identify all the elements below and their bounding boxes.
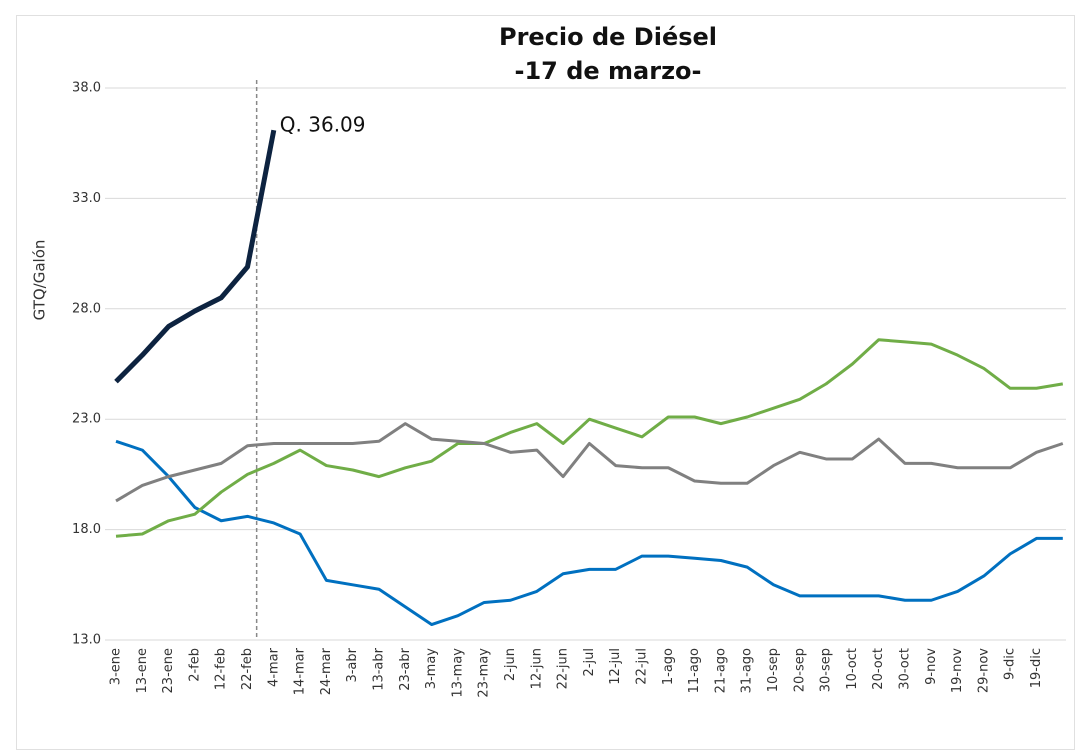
x-tick-label: 1-ago	[661, 648, 676, 685]
x-tick-label: 20-sep	[792, 648, 807, 692]
x-tick-label: 12-feb	[214, 648, 229, 690]
y-tick-label: 13.0	[72, 633, 101, 648]
x-tick-label: 14-mar	[293, 647, 308, 695]
x-tick-label: 11-ago	[687, 648, 702, 693]
y-tick-label: 23.0	[72, 412, 101, 427]
chart-subtitle: -17 de marzo-	[515, 57, 702, 85]
x-tick-label: 22-feb	[240, 648, 255, 690]
x-tick-label: 24-mar	[319, 647, 334, 695]
x-tick-label: 13-ene	[135, 648, 150, 693]
x-tick-label: 13-may	[450, 648, 465, 698]
x-tick-label: 29-nov	[976, 648, 991, 693]
x-tick-label: 9-nov	[924, 648, 939, 685]
x-tick-label: 2-jul	[582, 648, 597, 676]
x-tick-label: 3-abr	[345, 647, 360, 682]
x-tick-label: 4-mar	[266, 647, 281, 687]
series-line	[115, 338, 1064, 538]
x-tick-label: 22-jun	[556, 648, 571, 689]
x-tick-label: 9-dic	[1003, 648, 1018, 680]
x-tick-label: 23-ene	[161, 648, 176, 693]
y-tick-label: 33.0	[72, 191, 101, 206]
x-tick-label: 22-jul	[635, 648, 650, 685]
x-tick-label: 2-jun	[503, 648, 518, 681]
x-tick-label: 20-oct	[871, 648, 886, 690]
x-tick-label: 30-sep	[819, 648, 834, 692]
series-line	[114, 129, 277, 384]
x-tick-label: 23-abr	[398, 647, 413, 690]
x-tick-label: 30-oct	[898, 648, 913, 690]
y-axis-label: GTQ/Galón	[31, 240, 49, 321]
y-tick-label: 38.0	[72, 81, 101, 96]
chart-frame	[16, 15, 1075, 750]
x-tick-label: 19-nov	[950, 648, 965, 693]
chart-title: Precio de Diésel	[499, 23, 717, 51]
series-line	[115, 439, 1063, 627]
x-tick-label: 10-oct	[845, 648, 860, 690]
x-tick-label: 13-abr	[372, 647, 387, 690]
series-line	[115, 422, 1064, 503]
x-tick-label: 10-sep	[766, 648, 781, 692]
y-tick-label: 28.0	[72, 301, 101, 316]
x-tick-label: 3-may	[424, 648, 439, 690]
x-tick-label: 19-dic	[1029, 648, 1044, 688]
x-tick-label: 21-ago	[713, 648, 728, 693]
x-tick-label: 31-ago	[740, 648, 755, 693]
x-tick-label: 23-may	[477, 648, 492, 698]
x-tick-label: 12-jun	[529, 648, 544, 689]
y-tick-label: 18.0	[72, 522, 101, 537]
data-label: Q. 36.09	[280, 113, 366, 137]
x-tick-label: 12-jul	[608, 648, 623, 685]
x-tick-label: 3-ene	[109, 648, 124, 685]
x-tick-label: 2-feb	[187, 648, 202, 682]
